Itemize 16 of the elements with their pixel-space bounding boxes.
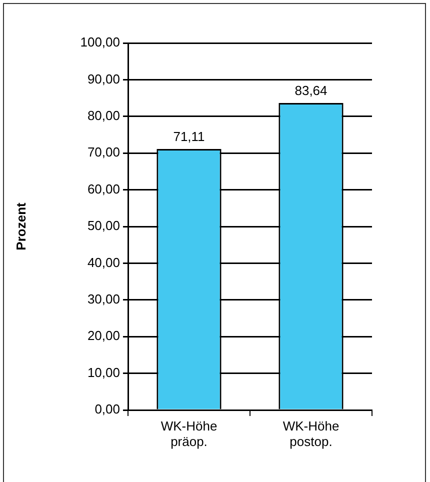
y-tick-label: 80,00 xyxy=(87,108,120,123)
y-tick-label: 100,00 xyxy=(80,34,120,50)
y-tick-label: 0,00 xyxy=(94,402,120,417)
y-tick-label: 40,00 xyxy=(87,254,120,270)
y-axis-title: Prozent xyxy=(13,202,28,250)
y-tick-label: 50,00 xyxy=(87,218,120,234)
y-tick-label: 30,00 xyxy=(87,291,120,306)
y-tick-label: 20,00 xyxy=(87,328,120,344)
y-tick-label: 90,00 xyxy=(87,71,120,86)
x-tick-label: WK-Höhe postop. xyxy=(282,418,340,449)
x-tick-label: WK-Höhe präop. xyxy=(160,418,218,449)
data-label: 71,11 xyxy=(173,129,205,144)
y-tick-label: 10,00 xyxy=(87,364,120,380)
data-label: 83,64 xyxy=(294,83,328,98)
y-tick-label: 70,00 xyxy=(87,144,120,160)
y-tick-label: 60,00 xyxy=(87,181,120,196)
